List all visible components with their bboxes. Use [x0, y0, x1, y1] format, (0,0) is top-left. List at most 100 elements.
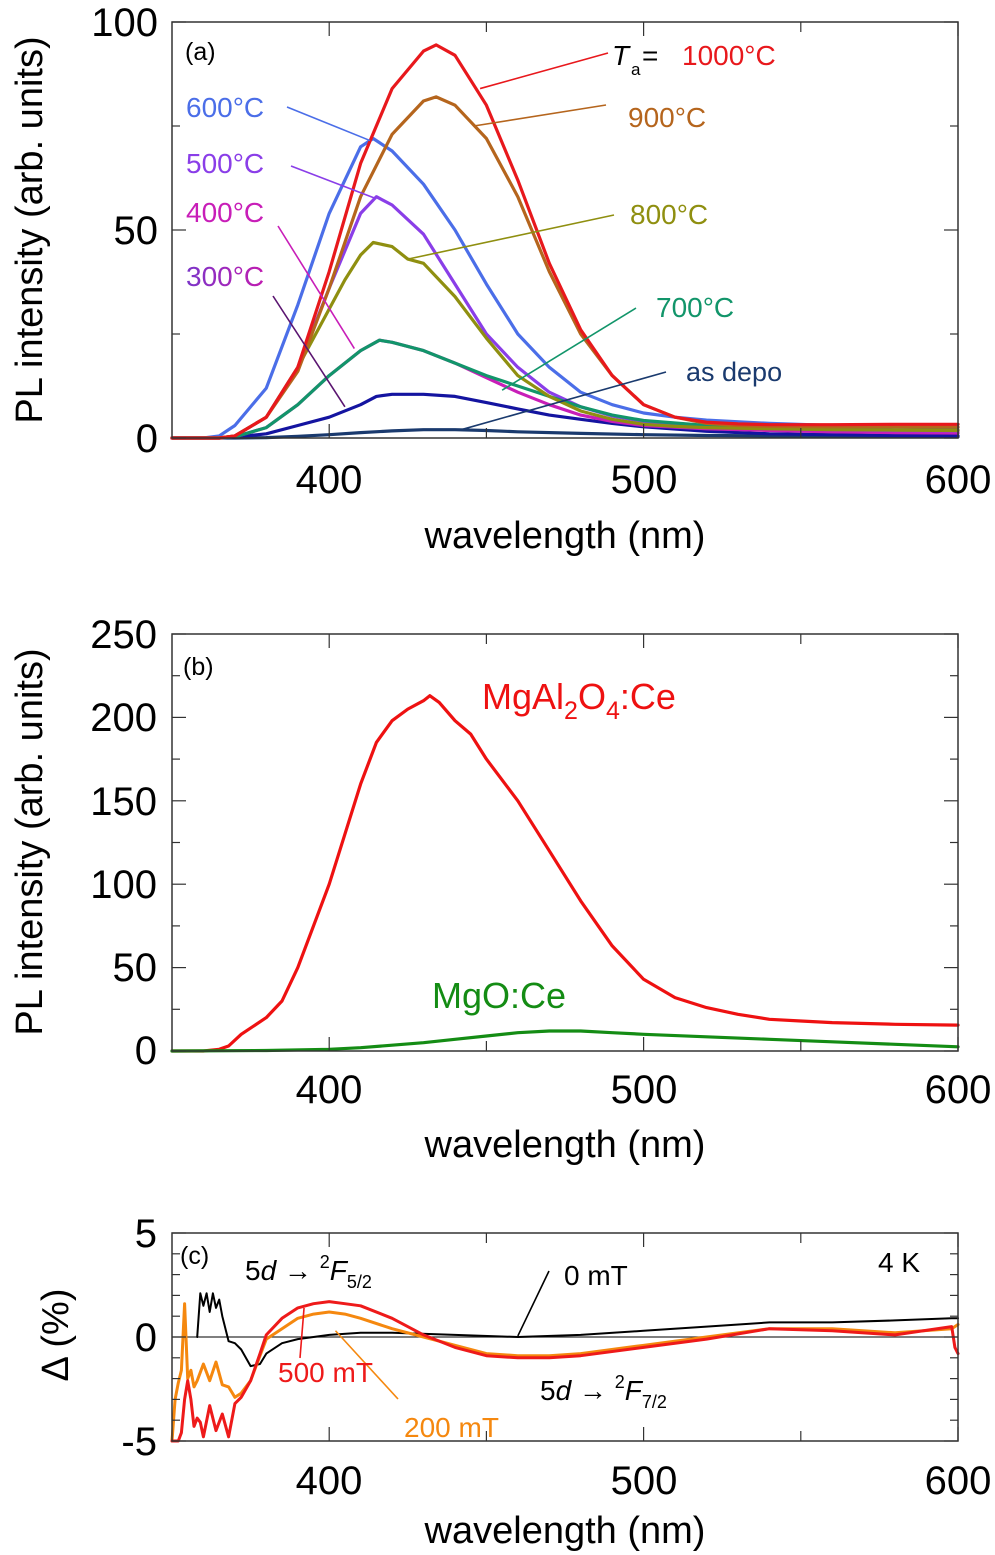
series-line-200-mt — [170, 1302, 960, 1443]
label-temperature-4k: 4 K — [878, 1247, 920, 1278]
label-transition-5d-2f52: 5d → 2F5/2 — [245, 1252, 372, 1292]
panel-b-xtick-label: 600 — [925, 1068, 992, 1112]
panel-a-xtick-label: 400 — [296, 458, 363, 502]
label-mgal2o4-ce: MgAl2O4:Ce — [482, 676, 676, 725]
label-part: F — [330, 1255, 349, 1286]
label-part: O — [578, 676, 606, 717]
leader-line — [334, 1330, 399, 1400]
panel-a-tag: (a) — [185, 38, 216, 66]
series-line-0-mt — [196, 1292, 959, 1368]
leader-line — [299, 1307, 305, 1359]
label-transition-5d-2f72: 5d → 2F7/2 — [540, 1372, 667, 1412]
leader-line — [517, 1270, 550, 1337]
legend-title-sub: a — [631, 60, 641, 79]
label-sub: 2 — [564, 697, 578, 725]
series-line-300-c — [170, 392, 960, 440]
panel-b-xtick-label: 400 — [296, 1068, 363, 1112]
leader-line — [286, 106, 371, 142]
panel-c-ylabel: Δ (%) — [35, 1289, 77, 1382]
panel-a-frame — [171, 21, 959, 439]
panel-c: (c) 5 0 -5 400 500 600 wavelength (nm) Δ… — [35, 1212, 991, 1552]
panel-c-ytick-label: -5 — [121, 1420, 157, 1464]
legend-title-t: T — [612, 40, 631, 71]
label-400c: 400°C — [186, 197, 264, 228]
series-line-500-mt — [170, 1300, 960, 1443]
panel-c-ticks — [172, 1232, 959, 1442]
panel-b-tag: (b) — [183, 653, 214, 681]
panel-c-ytick-label: 5 — [135, 1212, 157, 1256]
panel-b-ytick-label: 250 — [90, 613, 157, 657]
panel-a-xlabel: wavelength (nm) — [424, 515, 706, 557]
panel-a-ytick-label: 100 — [91, 1, 158, 45]
panel-b: (b) 250 200 150 100 50 0 400 500 600 wav… — [9, 613, 991, 1166]
leader-line — [479, 52, 609, 90]
label-900c: 900°C — [628, 102, 706, 133]
panel-c-ytick-label: 0 — [135, 1316, 157, 1360]
label-0mt: 0 mT — [564, 1260, 628, 1291]
panel-c-xtick-label: 600 — [925, 1459, 992, 1503]
label-sub: 5/2 — [347, 1272, 372, 1292]
label-sup: 2 — [615, 1372, 625, 1392]
label-sub: 7/2 — [642, 1392, 667, 1412]
label-part: 5 — [540, 1375, 556, 1406]
panel-c-leader-lines — [299, 1270, 550, 1400]
panel-a-ticks — [172, 21, 959, 439]
label-as-depo: as depo — [686, 357, 782, 387]
panel-a-leader-lines — [272, 52, 667, 431]
series-line-900-c — [170, 95, 960, 440]
series-line-mgo-ce — [170, 1029, 960, 1053]
panel-b-ytick-label: 50 — [113, 946, 158, 990]
legend-title-ta: T a = 1000°C — [612, 40, 776, 79]
label-part: d — [556, 1375, 573, 1406]
series-line-mgal2o4-ce — [170, 694, 960, 1053]
panel-b-ytick-label: 100 — [90, 863, 157, 907]
panel-b-xlabel: wavelength (nm) — [424, 1124, 706, 1166]
label-500c: 500°C — [186, 148, 264, 179]
label-part: d — [261, 1255, 278, 1286]
label-part: 5 — [245, 1255, 261, 1286]
label-300c: 300°C — [186, 261, 264, 292]
panel-c-xlabel: wavelength (nm) — [424, 1510, 706, 1552]
label-part: MgAl — [482, 676, 564, 717]
label-part: :Ce — [620, 676, 676, 717]
label-part: F — [625, 1375, 644, 1406]
leader-line — [277, 225, 356, 349]
panel-b-ytick-label: 200 — [90, 696, 157, 740]
panel-a-xtick-label: 500 — [611, 458, 678, 502]
panel-c-tag: (c) — [180, 1242, 209, 1270]
leader-line — [501, 307, 637, 391]
panel-a-ytick-label: 0 — [136, 417, 158, 461]
label-500mt: 500 mT — [278, 1357, 373, 1388]
panel-b-xtick-label: 500 — [611, 1068, 678, 1112]
label-800c: 800°C — [630, 199, 708, 230]
series-line-1000-c — [170, 43, 960, 440]
label-sup: 2 — [320, 1252, 330, 1272]
arrow-right-icon: → — [276, 1255, 320, 1286]
panel-a-ytick-label: 50 — [114, 209, 159, 253]
label-700c: 700°C — [656, 292, 734, 323]
panel-b-ticks — [172, 633, 959, 1052]
panel-c-xtick-label: 400 — [296, 1459, 363, 1503]
panel-b-ytick-label: 150 — [90, 780, 157, 824]
leader-line — [461, 371, 667, 431]
label-mgo-ce: MgO:Ce — [432, 975, 566, 1016]
label-200mt: 200 mT — [404, 1412, 499, 1443]
leader-line — [407, 214, 615, 260]
panel-b-ytick-label: 0 — [135, 1029, 157, 1073]
label-600c: 600°C — [186, 92, 264, 123]
panel-c-curves — [170, 1292, 960, 1443]
leader-line — [290, 165, 377, 200]
arrow-right-icon: → — [571, 1375, 615, 1406]
label-1000c: 1000°C — [682, 40, 776, 71]
label-sub: 4 — [606, 697, 620, 725]
panel-c-xtick-label: 500 — [611, 1459, 678, 1503]
panel-b-curves — [170, 694, 960, 1053]
series-line-as-depo — [170, 428, 960, 440]
panel-a-xtick-label: 600 — [925, 458, 992, 502]
series-line-600-c — [170, 136, 960, 440]
panel-a: (a) 100 50 0 400 500 600 wavelength (nm)… — [9, 1, 991, 557]
panel-a-ylabel: PL intensity (arb. units) — [9, 36, 51, 423]
legend-title-eq: = — [642, 40, 658, 71]
panel-a-curves — [170, 43, 960, 440]
